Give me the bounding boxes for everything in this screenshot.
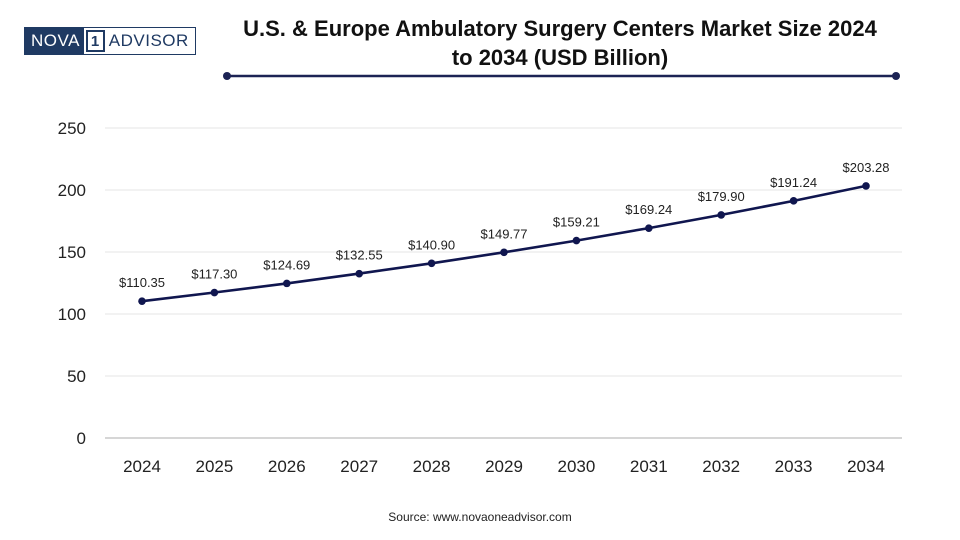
series-line [141, 184, 867, 303]
x-tick-label-2032: 2032 [702, 457, 740, 476]
data-points [138, 182, 870, 305]
data-label-2031: $169.24 [625, 202, 672, 217]
data-point-2033 [789, 197, 798, 205]
data-point-2034 [862, 182, 870, 190]
x-tick-label-2024: 2024 [123, 457, 161, 476]
title-underline-right-dot [892, 72, 900, 80]
y-tick-label-50: 50 [67, 367, 86, 386]
data-point-2026 [283, 279, 291, 288]
y-axis-ticks: 0 50 100 150 200 250 [58, 119, 86, 448]
x-tick-label-2026: 2026 [268, 457, 306, 476]
data-label-2034: $203.28 [843, 160, 890, 175]
data-label-2032: $179.90 [698, 189, 745, 204]
gridlines [105, 127, 902, 377]
y-tick-label-0: 0 [77, 429, 86, 448]
y-tick-label-150: 150 [58, 243, 86, 262]
y-tick-label-200: 200 [58, 181, 86, 200]
x-tick-label-2028: 2028 [413, 457, 451, 476]
data-point-2024 [138, 297, 146, 305]
chart-title: U.S. & Europe Ambulatory Surgery Centers… [200, 14, 920, 72]
x-tick-label-2034: 2034 [847, 457, 885, 476]
data-label-2025: $117.30 [191, 267, 237, 282]
data-label-2026: $124.69 [263, 257, 310, 272]
data-label-2028: $140.90 [408, 237, 455, 252]
x-tick-label-2033: 2033 [775, 457, 813, 476]
data-point-2028 [427, 259, 436, 268]
data-labels: $110.35 $117.30 $124.69 $132.55 $140.90 $149.… [119, 160, 890, 290]
data-label-2033: $191.24 [770, 175, 817, 190]
data-label-2027: $132.55 [336, 248, 383, 263]
data-point-2032 [717, 211, 725, 219]
y-tick-label-250: 250 [58, 119, 86, 138]
source-note: Source: www.novaoneadvisor.com [388, 510, 572, 524]
brand-logo: NOVA 1 ADVISOR [24, 27, 196, 55]
data-point-2030 [572, 236, 581, 245]
chart-title-line-1: U.S. & Europe Ambulatory Surgery Centers… [243, 16, 877, 41]
data-point-2031 [645, 224, 653, 232]
data-point-2025 [210, 288, 219, 297]
y-tick-label-100: 100 [58, 305, 86, 324]
title-underline-left-dot [223, 72, 231, 80]
logo-text-one: 1 [85, 30, 105, 52]
x-tick-label-2031: 2031 [630, 457, 668, 476]
chart-title-line-2: to 2034 (USD Billion) [451, 45, 669, 70]
data-label-2030: $159.21 [553, 215, 600, 230]
logo-text-advisor: ADVISOR [106, 28, 195, 54]
x-tick-label-2025: 2025 [195, 457, 233, 476]
data-point-2029 [500, 248, 508, 257]
x-axis-ticks: 2024 2025 2026 2027 2028 2029 2030 2031 2032 2033… [123, 457, 885, 476]
x-tick-label-2030: 2030 [557, 457, 595, 476]
data-label-2024: $110.35 [119, 275, 165, 290]
x-tick-label-2027: 2027 [340, 457, 378, 476]
data-point-2027 [355, 269, 364, 278]
data-label-2029: $149.77 [481, 226, 528, 241]
logo-text-nova: NOVA [25, 28, 84, 54]
x-tick-label-2029: 2029 [485, 457, 523, 476]
